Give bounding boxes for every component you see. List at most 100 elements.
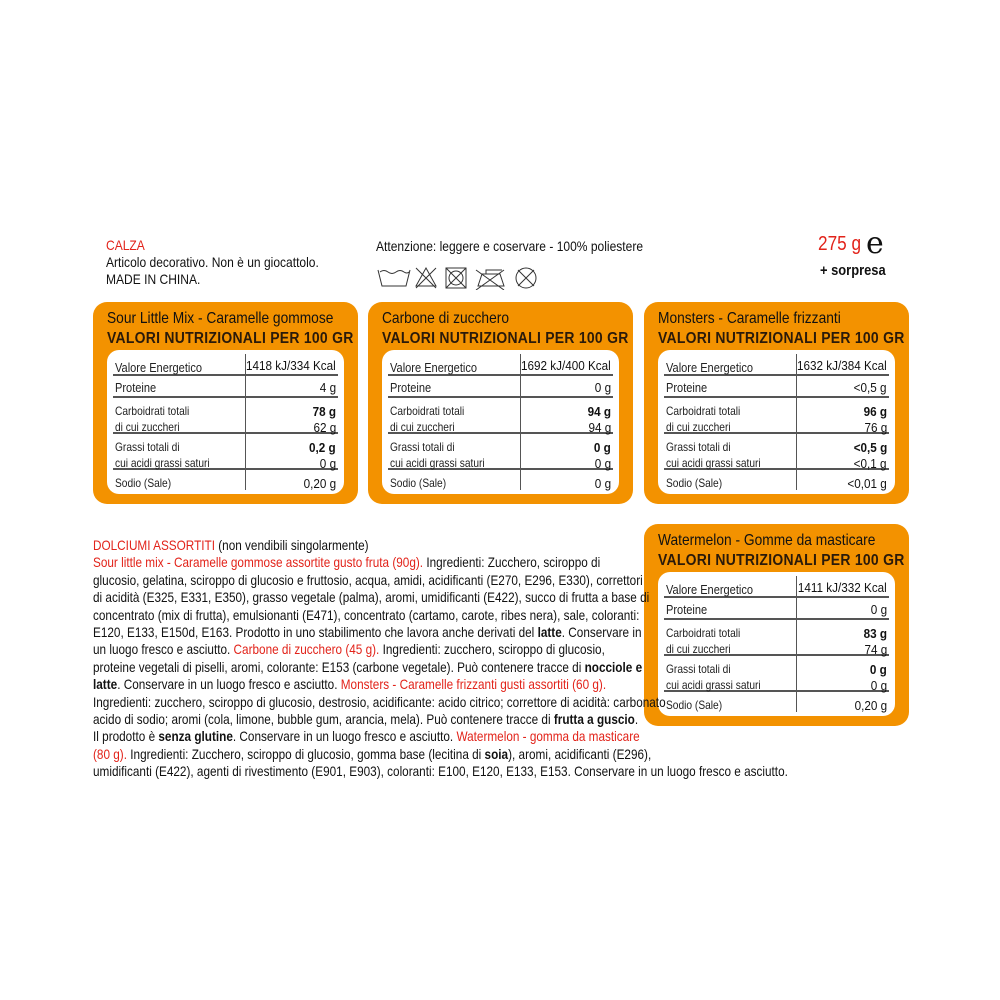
row-label-salt: Sodio (Sale) <box>115 476 172 490</box>
row-divider <box>664 432 889 434</box>
product-heading: Monsters - Caramelle frizzanti gusti ass… <box>340 676 607 693</box>
row-value-fat: <0,5 g <box>853 440 887 455</box>
allergen-highlight: frutta a guscio <box>553 711 635 728</box>
allergen-highlight: senza glutine <box>158 728 233 745</box>
ingredients-line: un luogo fresco e asciutto. Carbone di z… <box>93 641 788 658</box>
panel-subtitle: VALORI NUTRIZIONALI PER 100 GR <box>382 330 629 347</box>
ingredients-segment: glucosio, gelatina, sciroppo di glucosio… <box>93 571 643 588</box>
row-label-fat: Grassi totali di <box>666 662 731 676</box>
nutrition-table: Valore Energetico 1418 kJ/334 Kcal Protein… <box>107 350 344 494</box>
row-label-satfat: cui acidi grassi saturi <box>666 456 761 470</box>
ingredients-segment: Ingredienti: zucchero, sciroppo di gluco… <box>379 641 605 658</box>
row-divider <box>664 654 889 656</box>
allergen-highlight: latte <box>537 624 562 641</box>
row-value-satfat: 0 g <box>870 678 887 693</box>
column-divider <box>796 576 797 712</box>
row-value-satfat: <0,1 g <box>854 456 887 471</box>
ingredients-text: DOLCIUMI ASSORTITI (non vendibili singol… <box>93 537 920 781</box>
ingredients-segment: acido di sodio; aromi (cola, limone, bub… <box>93 711 554 728</box>
ingredients-segment: . Conservare in un luogo fresco e asciut… <box>232 728 457 745</box>
no-tumble-dry-icon <box>445 267 467 289</box>
allergen-highlight: latte <box>93 676 118 693</box>
row-value-protein: 0 g <box>870 602 887 617</box>
ingredients-segment: un luogo fresco e asciutto. <box>93 641 234 658</box>
row-label-carbs: Carboidrati totali <box>666 404 741 418</box>
product-heading: (80 g). <box>93 745 127 762</box>
row-label-carbs: Carboidrati totali <box>390 404 465 418</box>
ingredients-segment: Ingredienti: zucchero, sciroppo di gluco… <box>93 693 666 710</box>
nutrition-panel: Carbone di zucchero VALORI NUTRIZIONALI … <box>368 302 633 504</box>
row-value-protein: 4 g <box>319 380 336 395</box>
product-heading: DOLCIUMI ASSORTITI <box>93 537 215 553</box>
row-value-energy: 1632 kJ/384 Kcal <box>797 358 887 373</box>
row-label-energy: Valore Energetico <box>666 360 754 375</box>
ingredients-line: proteine vegetali di piselli, aromi, col… <box>93 659 788 676</box>
ingredients-segment: . Conservare in un luogo fresco e asciut… <box>117 676 341 693</box>
row-divider <box>664 374 889 376</box>
row-value-fat: 0 g <box>870 662 887 677</box>
ingredients-segment: (non vendibili singolarmente) <box>214 537 369 553</box>
row-value-fat: 0 g <box>594 440 611 455</box>
row-label-salt: Sodio (Sale) <box>390 476 447 490</box>
ingredients-line: (80 g). Ingredienti: Zucchero, sciroppo … <box>93 746 788 763</box>
row-label-sugars: di cui zuccheri <box>390 420 455 434</box>
column-divider <box>520 354 521 490</box>
decorative-note: Articolo decorativo. Non è un giocattolo… <box>106 254 319 270</box>
row-label-protein: Proteine <box>666 380 708 395</box>
net-weight: 275 g <box>818 233 868 256</box>
row-value-sugars: 94 g <box>588 420 611 435</box>
row-label-salt: Sodio (Sale) <box>666 476 723 490</box>
row-label-satfat: cui acidi grassi saturi <box>115 456 210 470</box>
row-value-sugars: 74 g <box>864 642 887 657</box>
product-heading: Sour little mix - Caramelle gommose asso… <box>93 554 424 571</box>
row-label-energy: Valore Energetico <box>115 360 203 375</box>
row-divider <box>388 432 613 434</box>
surprise-note: + sorpresa <box>820 262 886 279</box>
row-label-fat: Grassi totali di <box>390 440 455 454</box>
row-divider <box>664 468 889 470</box>
row-label-satfat: cui acidi grassi saturi <box>666 678 761 692</box>
ingredients-line: Il prodotto è senza glutine. Conservare … <box>93 728 788 745</box>
nutrition-panel: Watermelon - Gomme da masticare VALORI N… <box>644 524 909 726</box>
ingredients-line: di acidità (E325, E331, E350), grasso ve… <box>93 589 788 606</box>
row-value-sugars: 62 g <box>313 420 336 435</box>
row-value-energy: 1411 kJ/332 Kcal <box>798 580 887 595</box>
row-value-carbs: 83 g <box>863 626 887 641</box>
row-value-salt: 0 g <box>594 476 611 491</box>
panel-title: Monsters - Caramelle frizzanti <box>658 310 841 327</box>
ingredients-line: concentrato (mix di frutta), emulsionant… <box>93 607 788 624</box>
row-divider <box>113 374 338 376</box>
row-label-satfat: cui acidi grassi saturi <box>390 456 485 470</box>
ingredients-line: latte. Conservare in un luogo fresco e a… <box>93 676 788 693</box>
ingredients-line: Ingredienti: zucchero, sciroppo di gluco… <box>93 694 788 711</box>
row-divider <box>388 374 613 376</box>
nutrition-table: Valore Energetico 1692 kJ/400 Kcal Protein… <box>382 350 619 494</box>
origin-note: MADE IN CHINA. <box>106 271 201 287</box>
weight-value: 275 g <box>818 233 862 255</box>
row-label-salt: Sodio (Sale) <box>666 698 723 712</box>
panel-subtitle: VALORI NUTRIZIONALI PER 100 GR <box>107 330 354 347</box>
row-label-protein: Proteine <box>390 380 432 395</box>
row-label-carbs: Carboidrati totali <box>115 404 190 418</box>
row-value-energy: 1692 kJ/400 Kcal <box>521 358 611 373</box>
label-info: CALZA Articolo decorativo. Non è un gioc… <box>106 237 353 288</box>
ingredients-line: E120, E133, E150d, E163. Prodotto in uno… <box>93 624 788 641</box>
estimated-sign-icon: e <box>866 226 884 261</box>
row-label-energy: Valore Energetico <box>390 360 478 375</box>
ingredients-segment: . <box>634 711 639 728</box>
row-divider <box>113 396 338 398</box>
no-bleach-icon <box>415 266 437 289</box>
row-label-sugars: di cui zuccheri <box>666 642 731 656</box>
row-label-energy: Valore Energetico <box>666 582 754 597</box>
ingredients-line: DOLCIUMI ASSORTITI (non vendibili singol… <box>93 537 788 554</box>
row-value-satfat: 0 g <box>319 456 336 471</box>
row-value-carbs: 94 g <box>587 404 611 419</box>
nutrition-panel: Sour Little Mix - Caramelle gommose VALO… <box>93 302 358 504</box>
row-divider <box>664 690 889 692</box>
panel-title: Sour Little Mix - Caramelle gommose <box>107 310 334 327</box>
row-value-fat: 0,2 g <box>309 440 336 455</box>
row-value-protein: 0 g <box>594 380 611 395</box>
panel-subtitle: VALORI NUTRIZIONALI PER 100 GR <box>658 552 905 569</box>
row-divider <box>664 396 889 398</box>
row-value-protein: <0,5 g <box>854 380 887 395</box>
